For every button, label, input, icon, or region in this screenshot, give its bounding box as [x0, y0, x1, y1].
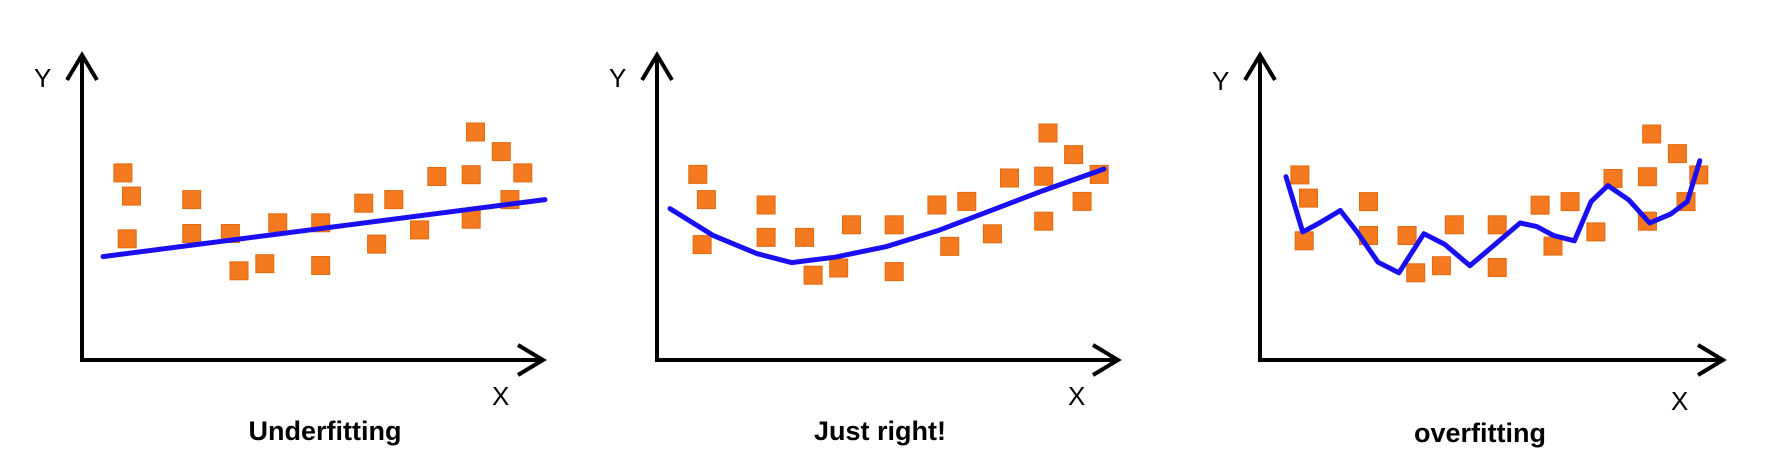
data-point [229, 261, 249, 281]
y-axis-arrow-icon [640, 51, 674, 82]
data-point [122, 186, 141, 206]
data-point [756, 195, 776, 215]
data-point [1560, 192, 1580, 212]
data-point [513, 163, 533, 183]
data-point [117, 229, 137, 249]
data-point [1487, 258, 1507, 277]
panel-underfitting: Y X Underfitting [34, 51, 548, 446]
data-point [803, 265, 823, 285]
data-point [696, 190, 716, 210]
data-point [957, 191, 977, 211]
data-point [982, 224, 1002, 244]
data-point [491, 142, 511, 162]
data-point [384, 190, 404, 210]
data-point [1530, 195, 1550, 215]
data-point [1072, 191, 1092, 211]
data-point [1038, 123, 1058, 143]
data-point [940, 236, 960, 256]
data-point [829, 258, 849, 278]
fit-curve [100, 197, 548, 260]
data-point [268, 213, 288, 233]
data-point [1406, 263, 1426, 283]
panel-title: Underfitting [249, 416, 402, 446]
data-point [1290, 165, 1310, 185]
data-point [927, 195, 947, 215]
data-point [461, 165, 481, 185]
data-point [1000, 168, 1019, 188]
data-point [1064, 145, 1084, 165]
data-point [1586, 222, 1606, 242]
data-point [466, 122, 485, 142]
data-point [1034, 211, 1054, 231]
data-point [692, 235, 712, 255]
data-point [688, 164, 708, 184]
data-point [1543, 236, 1563, 256]
y-axis-label: Y [1212, 66, 1229, 96]
x-axis-label: X [492, 381, 509, 411]
data-point [1637, 167, 1657, 187]
data-point [311, 256, 331, 275]
panel-just-right: Y X Just right! [609, 51, 1122, 446]
y-axis-label: Y [34, 63, 51, 93]
data-point [255, 254, 275, 274]
data-points [113, 122, 533, 281]
data-point [756, 227, 776, 247]
data-point [1667, 144, 1687, 164]
x-axis-arrow-icon [516, 343, 547, 377]
data-point [182, 190, 202, 210]
fit-curve [667, 166, 1107, 266]
data-point [1487, 215, 1507, 235]
fit-curve [1283, 158, 1703, 276]
data-point [410, 220, 430, 240]
data-point [354, 193, 374, 213]
data-point [884, 215, 904, 235]
data-point [461, 209, 481, 229]
x-axis-label: X [1671, 386, 1688, 416]
data-point [1359, 192, 1378, 212]
data-point [427, 167, 447, 186]
data-point [884, 262, 904, 282]
panel-title: overfitting [1414, 418, 1546, 448]
y-axis-label: Y [609, 63, 626, 93]
x-axis-label: X [1068, 381, 1085, 411]
y-axis-arrow-icon [1243, 51, 1277, 82]
data-point [367, 234, 387, 254]
data-point [1299, 188, 1318, 208]
data-point [1642, 124, 1662, 144]
panel-title: Just right! [814, 416, 946, 446]
data-points [1290, 124, 1709, 283]
data-points [688, 123, 1109, 285]
data-point [1034, 166, 1054, 186]
data-point [1294, 231, 1314, 251]
data-point [1397, 226, 1417, 245]
data-point [795, 227, 815, 247]
data-point [182, 224, 202, 243]
x-axis-arrow-icon [1696, 343, 1727, 377]
panel-overfitting: Y X overfitting [1212, 51, 1727, 448]
data-point [1444, 215, 1464, 235]
data-point [842, 215, 861, 235]
y-axis-arrow-icon [65, 51, 99, 82]
data-point [1431, 256, 1451, 276]
x-axis-arrow-icon [1091, 343, 1122, 377]
data-point [113, 163, 133, 183]
